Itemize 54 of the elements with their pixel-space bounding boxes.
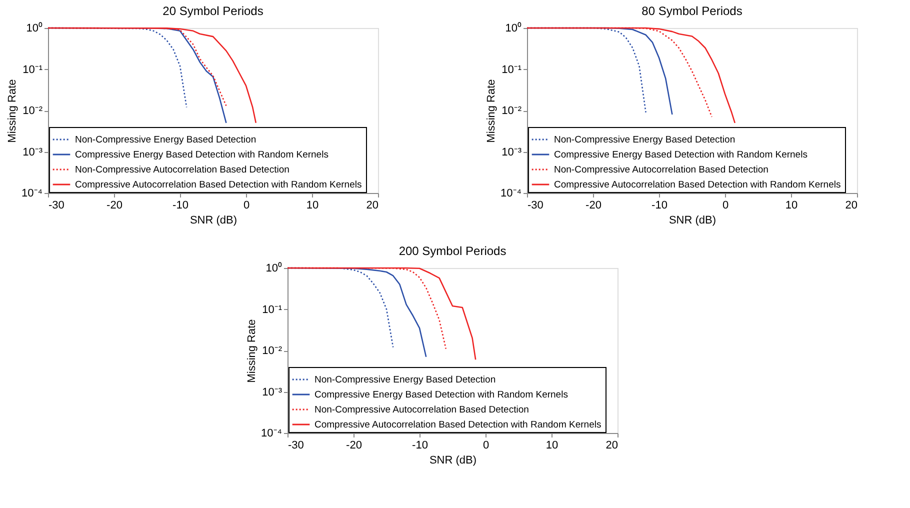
legend-label: Non-Compressive Energy Based Detection [554, 134, 736, 146]
x-tick-label: -10 [172, 200, 188, 212]
x-tick-label: -20 [106, 200, 122, 212]
y-tick-label: 10⁻¹ [262, 304, 282, 316]
x-tick-label: -10 [412, 440, 428, 452]
x-tick-label: -20 [346, 440, 362, 452]
y-axis-title: Missing Rate [486, 79, 498, 143]
y-tick-label: 10⁻³ [22, 146, 43, 158]
y-axis-title: Missing Rate [6, 79, 19, 143]
y-tick-label: 10⁻² [502, 105, 522, 117]
x-tick-label: 20 [366, 200, 378, 212]
y-tick-label: 10⁻² [262, 345, 282, 357]
legend-label: Non-Compressive Energy Based Detection [314, 374, 496, 386]
x-tick-label: -30 [288, 440, 304, 452]
y-tick-label: 10⁰ [266, 262, 282, 274]
y-tick-label: 10⁻¹ [502, 64, 522, 76]
x-tick-label: 20 [845, 200, 858, 212]
legend-label: Non-Compressive Autocorrelation Based Detection [314, 404, 529, 416]
x-tick-label: 0 [243, 200, 250, 212]
x-axis-title: SNR (dB) [429, 454, 477, 466]
y-tick-label: 10⁻³ [262, 386, 282, 398]
legend-label: Compressive Energy Based Detection with Random Kernels [554, 150, 808, 160]
chart-title: 20 Symbol Periods [162, 4, 264, 18]
legend-label: Compressive Autocorrelation Based Detection with Random Kernels [314, 420, 602, 430]
x-tick-label: 10 [306, 200, 319, 212]
x-axis-title: SNR (dB) [190, 214, 238, 226]
x-tick-label: -20 [586, 200, 602, 212]
legend-label: Non-Compressive Autocorrelation Based Detection [75, 164, 290, 176]
legend-label: Non-Compressive Autocorrelation Based Detection [554, 164, 768, 176]
y-tick-label: 10⁰ [505, 22, 522, 34]
x-tick-label: 0 [482, 440, 490, 452]
legend-label: Non-Compressive Energy Based Detection [75, 134, 256, 146]
x-axis-title: SNR (dB) [668, 214, 716, 226]
x-tick-label: -30 [48, 200, 64, 212]
chart-title: 80 Symbol Periods [642, 4, 742, 18]
y-tick-label: 10⁻⁴ [22, 188, 43, 200]
y-tick-label: 10⁻¹ [22, 64, 43, 76]
x-tick-label: -10 [652, 200, 668, 212]
x-tick-label: 10 [546, 440, 558, 452]
y-tick-label: 10⁻⁴ [500, 188, 522, 200]
legend-label: Compressive Energy Based Detection with Random Kernels [75, 150, 329, 160]
x-tick-label: -30 [528, 200, 544, 212]
legend-label: Compressive Energy Based Detection with Random Kernels [314, 390, 568, 400]
y-tick-label: 10⁰ [26, 22, 42, 34]
legend-label: Compressive Autocorrelation Based Detection with Random Kernels [554, 180, 841, 190]
y-tick-label: 10⁻³ [502, 146, 522, 158]
x-tick-label: 20 [606, 440, 618, 452]
y-tick-label: 10⁻² [22, 105, 43, 117]
x-tick-label: 10 [785, 200, 798, 212]
legend-label: Compressive Autocorrelation Based Detection with Random Kernels [75, 180, 362, 190]
x-tick-label: 0 [722, 200, 729, 212]
y-axis-title: Missing Rate [246, 319, 258, 383]
chart-title: 200 Symbol Periods [398, 244, 506, 258]
y-tick-label: 10⁻⁴ [261, 428, 282, 440]
